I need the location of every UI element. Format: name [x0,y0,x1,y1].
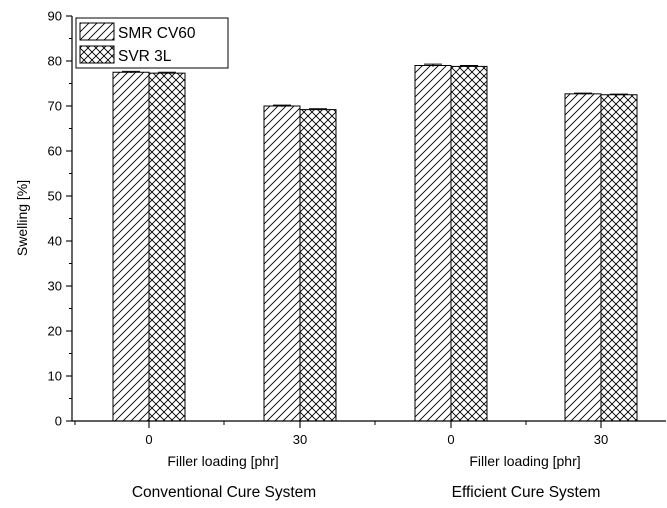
legend-label-svr-3l: SVR 3L [118,48,172,65]
bar-svr-3l [450,65,488,422]
y-tick-label: 50 [48,189,62,204]
group-title-1: Conventional Cure System [132,484,316,501]
y-tick-label: 90 [48,9,62,24]
bar-smr-cv60 [112,71,150,422]
legend-label-smr-cv60: SMR CV60 [118,25,196,42]
legend-swatch-svr-3l [79,45,115,64]
x-tick-label: 0 [145,432,152,447]
x-ticks: 0 30 0 30 [74,421,608,447]
bar-svr-3l [600,94,638,422]
x-axis-title-1: Filler loading [phr] [167,453,278,469]
y-tick-label: 70 [48,99,62,114]
bar-smr-cv60 [263,105,301,422]
y-tick-label: 60 [48,144,62,159]
bars-layer [112,65,638,422]
group-title-2: Efficient Cure System [452,484,601,501]
x-tick-label: 30 [293,432,307,447]
bar-smr-cv60 [564,93,602,422]
y-tick-label: 0 [55,414,62,429]
legend: SMR CV60 SVR 3L [75,17,229,69]
x-axis-title-2: Filler loading [phr] [469,453,580,469]
bar-smr-cv60 [414,65,452,422]
bar-svr-3l [148,72,186,422]
y-tick-label: 40 [48,234,62,249]
y-tick-label: 80 [48,54,62,69]
y-tick-label: 10 [48,369,62,384]
x-tick-label: 30 [594,432,608,447]
y-axis-title: Swelling [%] [14,180,30,256]
y-tick-label: 20 [48,324,62,339]
legend-swatch-smr-cv60 [79,22,115,41]
y-ticks: 0 10 20 30 40 50 60 70 80 90 [48,9,72,429]
x-tick-label: 0 [447,432,454,447]
y-tick-label: 30 [48,279,62,294]
bar-svr-3l [299,109,337,422]
error-bars-layer [122,63,628,111]
